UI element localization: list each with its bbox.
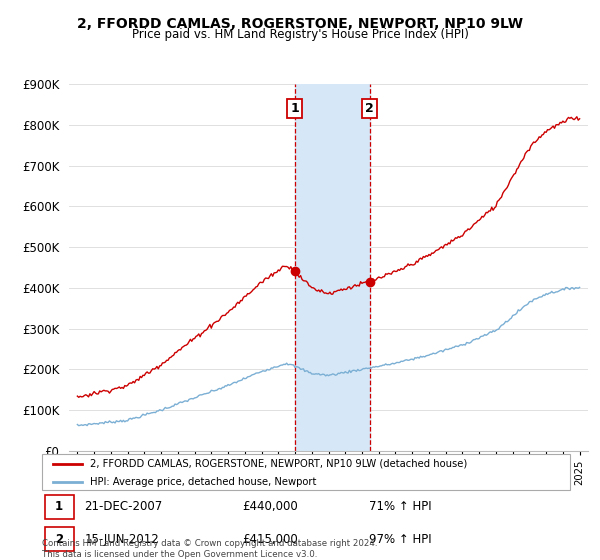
Text: 2: 2 xyxy=(365,102,374,115)
FancyBboxPatch shape xyxy=(42,454,570,490)
FancyBboxPatch shape xyxy=(44,527,74,552)
Text: 15-JUN-2012: 15-JUN-2012 xyxy=(84,533,159,545)
Text: HPI: Average price, detached house, Newport: HPI: Average price, detached house, Newp… xyxy=(89,477,316,487)
Text: 1: 1 xyxy=(55,501,63,514)
Text: 2, FFORDD CAMLAS, ROGERSTONE, NEWPORT, NP10 9LW: 2, FFORDD CAMLAS, ROGERSTONE, NEWPORT, N… xyxy=(77,17,523,31)
Text: 21-DEC-2007: 21-DEC-2007 xyxy=(84,501,163,514)
Text: 71% ↑ HPI: 71% ↑ HPI xyxy=(370,501,432,514)
Text: 2: 2 xyxy=(55,533,63,545)
Text: £415,000: £415,000 xyxy=(242,533,298,545)
Text: 1: 1 xyxy=(290,102,299,115)
Text: £440,000: £440,000 xyxy=(242,501,298,514)
Text: 97% ↑ HPI: 97% ↑ HPI xyxy=(370,533,432,545)
Text: 2, FFORDD CAMLAS, ROGERSTONE, NEWPORT, NP10 9LW (detached house): 2, FFORDD CAMLAS, ROGERSTONE, NEWPORT, N… xyxy=(89,459,467,469)
Text: Price paid vs. HM Land Registry's House Price Index (HPI): Price paid vs. HM Land Registry's House … xyxy=(131,28,469,41)
Text: Contains HM Land Registry data © Crown copyright and database right 2024.
This d: Contains HM Land Registry data © Crown c… xyxy=(42,539,377,559)
FancyBboxPatch shape xyxy=(44,494,74,519)
Bar xyxy=(295,84,370,451)
